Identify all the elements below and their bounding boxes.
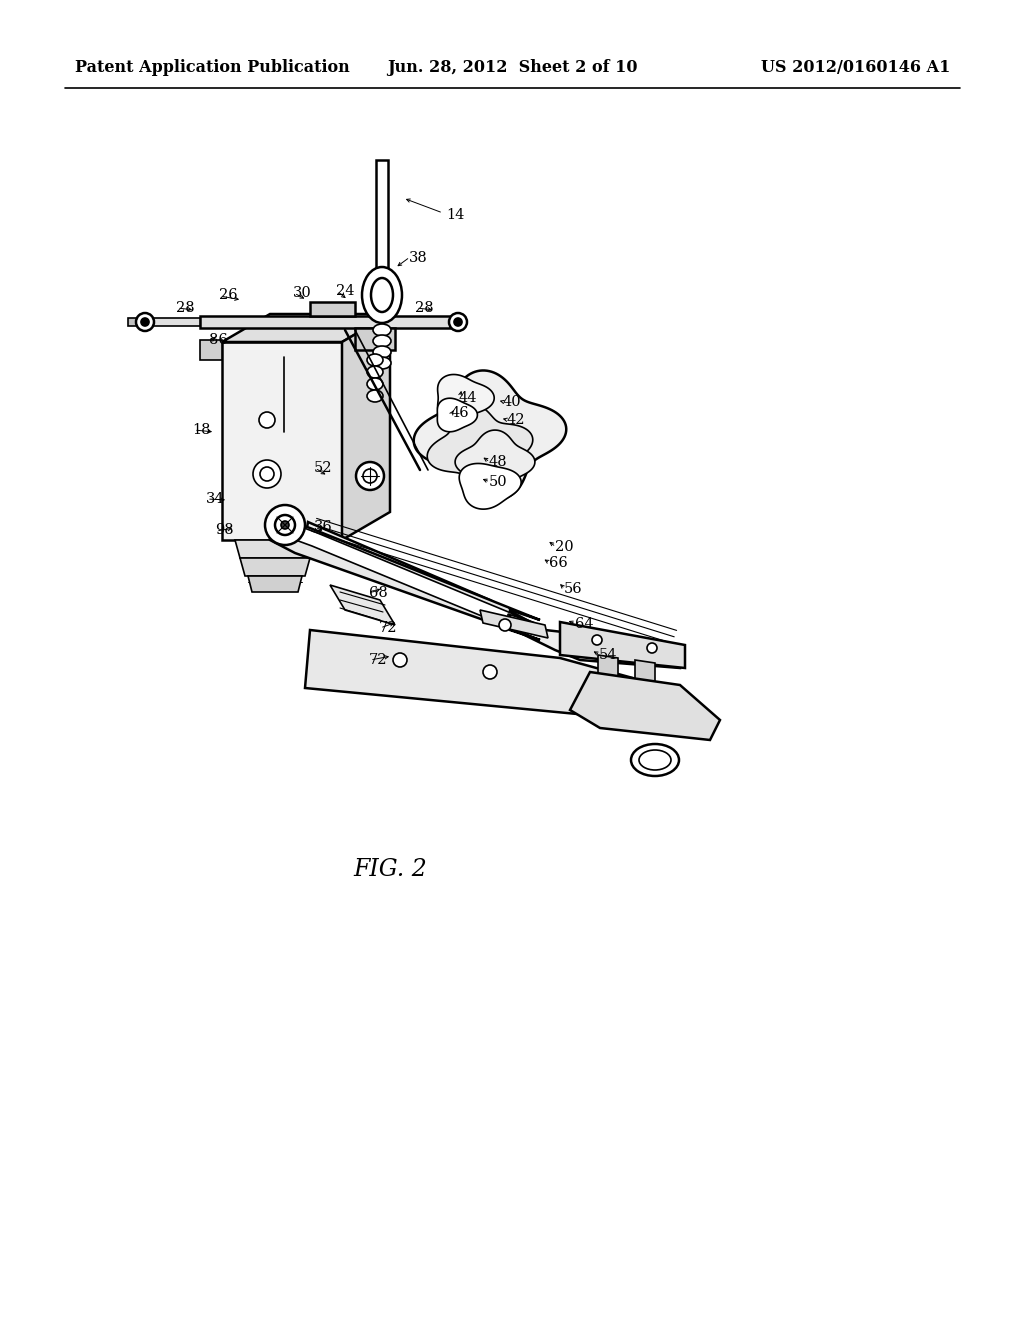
- Text: 36: 36: [313, 520, 333, 535]
- Polygon shape: [480, 610, 548, 638]
- Polygon shape: [377, 271, 387, 325]
- Polygon shape: [222, 342, 342, 540]
- Text: 38: 38: [409, 251, 427, 265]
- Text: 56: 56: [563, 582, 583, 597]
- Polygon shape: [376, 160, 388, 285]
- Polygon shape: [248, 576, 302, 591]
- Text: Jun. 28, 2012  Sheet 2 of 10: Jun. 28, 2012 Sheet 2 of 10: [387, 59, 637, 77]
- Text: US 2012/0160146 A1: US 2012/0160146 A1: [761, 59, 950, 77]
- Text: 66: 66: [549, 556, 567, 570]
- Circle shape: [449, 313, 467, 331]
- Text: 14: 14: [445, 209, 464, 222]
- Text: 48: 48: [488, 455, 507, 469]
- Polygon shape: [414, 371, 566, 499]
- Circle shape: [259, 412, 275, 428]
- Polygon shape: [234, 540, 315, 558]
- Circle shape: [362, 469, 377, 483]
- Text: 26: 26: [219, 288, 238, 302]
- Polygon shape: [305, 521, 680, 668]
- Polygon shape: [200, 315, 450, 327]
- Polygon shape: [305, 630, 640, 719]
- Polygon shape: [330, 585, 395, 624]
- Ellipse shape: [373, 356, 391, 370]
- Text: 44: 44: [459, 391, 477, 405]
- Text: 54: 54: [599, 648, 617, 663]
- Text: 28: 28: [415, 301, 433, 315]
- Text: 28: 28: [176, 301, 195, 315]
- Polygon shape: [635, 660, 655, 690]
- Polygon shape: [310, 302, 355, 315]
- Ellipse shape: [373, 346, 391, 358]
- Polygon shape: [598, 655, 618, 685]
- Ellipse shape: [367, 389, 383, 403]
- Text: 50: 50: [488, 475, 507, 488]
- Polygon shape: [355, 327, 395, 350]
- Polygon shape: [282, 520, 535, 638]
- Text: FIG. 2: FIG. 2: [353, 858, 427, 882]
- Polygon shape: [437, 375, 495, 421]
- Text: Patent Application Publication: Patent Application Publication: [75, 59, 350, 77]
- Text: 72: 72: [369, 653, 387, 667]
- Circle shape: [592, 635, 602, 645]
- Circle shape: [393, 653, 407, 667]
- Ellipse shape: [367, 378, 383, 389]
- Circle shape: [260, 467, 274, 480]
- Circle shape: [141, 318, 150, 326]
- Text: 18: 18: [193, 422, 211, 437]
- Text: 34: 34: [206, 492, 224, 506]
- Circle shape: [253, 459, 281, 488]
- Circle shape: [281, 521, 289, 529]
- Polygon shape: [342, 314, 390, 540]
- Circle shape: [454, 318, 462, 326]
- Polygon shape: [459, 463, 521, 510]
- Circle shape: [483, 665, 497, 678]
- Text: 64: 64: [574, 616, 593, 631]
- Polygon shape: [145, 318, 200, 326]
- Polygon shape: [222, 314, 390, 342]
- Polygon shape: [560, 622, 685, 668]
- Text: 68: 68: [369, 586, 387, 601]
- Ellipse shape: [373, 323, 391, 337]
- Polygon shape: [270, 515, 540, 640]
- Polygon shape: [240, 558, 310, 576]
- Polygon shape: [437, 399, 477, 432]
- Ellipse shape: [371, 279, 393, 312]
- Circle shape: [647, 643, 657, 653]
- Ellipse shape: [367, 366, 383, 378]
- Text: 98: 98: [215, 523, 233, 537]
- Text: 72: 72: [379, 620, 397, 635]
- Circle shape: [356, 462, 384, 490]
- Circle shape: [265, 506, 305, 545]
- Text: 30: 30: [293, 286, 311, 300]
- Circle shape: [499, 619, 511, 631]
- Text: 42: 42: [507, 413, 525, 426]
- Text: 20: 20: [555, 540, 573, 554]
- Text: 86: 86: [209, 333, 227, 347]
- Text: 52: 52: [313, 461, 332, 475]
- Circle shape: [136, 313, 154, 331]
- Polygon shape: [200, 341, 222, 360]
- Polygon shape: [427, 404, 532, 492]
- Text: 24: 24: [336, 284, 354, 298]
- Polygon shape: [455, 430, 535, 494]
- Circle shape: [275, 515, 295, 535]
- Ellipse shape: [373, 335, 391, 347]
- Text: 46: 46: [451, 407, 469, 420]
- Polygon shape: [570, 672, 720, 741]
- Ellipse shape: [367, 354, 383, 366]
- Polygon shape: [128, 318, 146, 326]
- Text: 40: 40: [503, 395, 521, 409]
- Ellipse shape: [362, 267, 402, 323]
